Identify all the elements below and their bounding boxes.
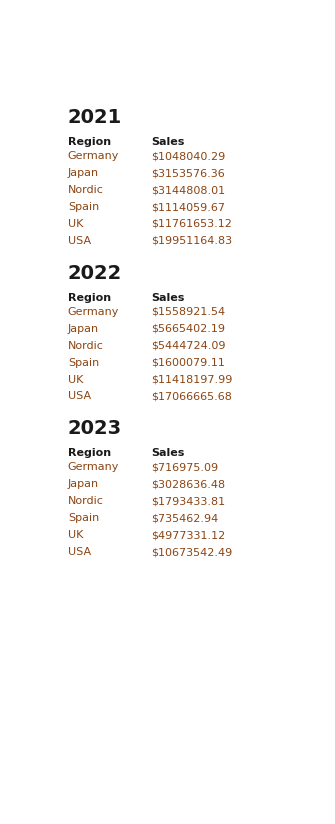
Text: Spain: Spain [68, 513, 99, 523]
Text: Nordic: Nordic [68, 340, 104, 351]
Text: $11418197.99: $11418197.99 [151, 375, 232, 385]
Text: Spain: Spain [68, 358, 99, 368]
Text: Sales: Sales [151, 138, 184, 147]
Text: $1114059.67: $1114059.67 [151, 202, 225, 212]
Text: $11761653.12: $11761653.12 [151, 219, 232, 229]
Text: UK: UK [68, 530, 83, 540]
Text: $3028636.48: $3028636.48 [151, 480, 225, 489]
Text: Sales: Sales [151, 293, 184, 303]
Text: Germany: Germany [68, 462, 119, 472]
Text: $1558921.54: $1558921.54 [151, 307, 225, 316]
Text: Japan: Japan [68, 480, 99, 489]
Text: 2023: 2023 [68, 419, 122, 438]
Text: USA: USA [68, 547, 91, 557]
Text: UK: UK [68, 219, 83, 229]
Text: $17066665.68: $17066665.68 [151, 391, 232, 401]
Text: Germany: Germany [68, 152, 119, 162]
Text: Japan: Japan [68, 324, 99, 334]
Text: Sales: Sales [151, 448, 184, 458]
Text: $716975.09: $716975.09 [151, 462, 218, 472]
Text: Nordic: Nordic [68, 496, 104, 506]
Text: 2021: 2021 [68, 108, 122, 127]
Text: $10673542.49: $10673542.49 [151, 547, 232, 557]
Text: UK: UK [68, 375, 83, 385]
Text: USA: USA [68, 236, 91, 246]
Text: $1048040.29: $1048040.29 [151, 152, 225, 162]
Text: Spain: Spain [68, 202, 99, 212]
Text: Germany: Germany [68, 307, 119, 316]
Text: $19951164.83: $19951164.83 [151, 236, 232, 246]
Text: USA: USA [68, 391, 91, 401]
Text: $3153576.36: $3153576.36 [151, 168, 225, 178]
Text: $735462.94: $735462.94 [151, 513, 218, 523]
Text: $3144808.01: $3144808.01 [151, 185, 225, 195]
Text: Region: Region [68, 448, 111, 458]
Text: Japan: Japan [68, 168, 99, 178]
Text: 2022: 2022 [68, 264, 122, 283]
Text: Nordic: Nordic [68, 185, 104, 195]
Text: $5444724.09: $5444724.09 [151, 340, 225, 351]
Text: Region: Region [68, 293, 111, 303]
Text: $5665402.19: $5665402.19 [151, 324, 225, 334]
Text: Region: Region [68, 138, 111, 147]
Text: $4977331.12: $4977331.12 [151, 530, 225, 540]
Text: $1793433.81: $1793433.81 [151, 496, 225, 506]
Text: $1600079.11: $1600079.11 [151, 358, 225, 368]
